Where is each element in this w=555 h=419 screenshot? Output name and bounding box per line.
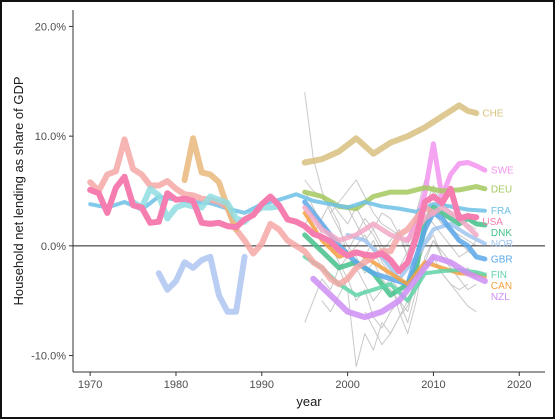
x-tick-label: 1990: [250, 379, 274, 391]
y-tick-label: 0.0%: [41, 241, 66, 253]
y-tick-label: 20.0%: [35, 21, 66, 33]
series-line-nzl: [310, 253, 488, 321]
x-tick-label: 1970: [78, 379, 102, 391]
highlighted-series-lines: [87, 102, 488, 321]
series-label-usa: USA: [482, 217, 503, 228]
y-axis-title: Household net lending as share of GDP: [11, 76, 26, 305]
y-tick-label: 10.0%: [35, 131, 66, 143]
y-axis-ticks: -10.0% 0.0% 10.0% 20.0%: [31, 21, 73, 363]
series-line-che: [301, 102, 480, 166]
y-tick-label: -10.0%: [31, 351, 66, 363]
series-label-fin: FIN: [491, 270, 507, 281]
series-label-gbr: GBR: [491, 255, 513, 266]
x-tick-label: 2010: [421, 379, 445, 391]
series-label-nor: NOR: [491, 239, 513, 250]
series-line-unlabeled: [302, 205, 479, 243]
series-line-usa: [87, 173, 480, 275]
x-tick-label: 2020: [507, 379, 531, 391]
series-label-che: CHE: [482, 109, 503, 120]
axes: [72, 10, 545, 373]
x-tick-label: 2000: [335, 379, 359, 391]
x-axis-title: year: [296, 394, 322, 409]
series-label-deu: DEU: [491, 184, 512, 195]
series-label-can: CAN: [491, 281, 512, 292]
series-label-nzl: NZL: [491, 292, 510, 303]
series-line-can: [302, 210, 487, 287]
series-label-fra: FRA: [491, 206, 511, 217]
x-axis-ticks: 1970 1980 1990 2000 2010 2020: [78, 372, 531, 391]
series-line-unlabeled: [181, 135, 240, 233]
series-line-unlabeled: [155, 253, 248, 315]
series-label-dnk: DNK: [491, 228, 512, 239]
x-tick-label: 1980: [164, 379, 188, 391]
series-label-swe: SWE: [491, 166, 514, 177]
